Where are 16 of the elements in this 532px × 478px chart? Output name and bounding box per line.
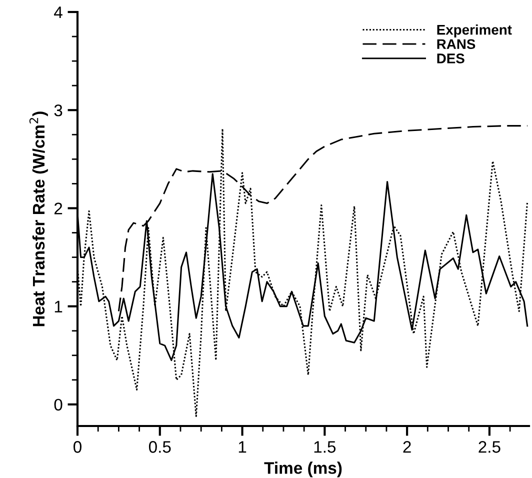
x-tick-label: 2	[403, 441, 411, 453]
y-tick-label: 3	[54, 104, 62, 116]
y-tick-label: 2	[54, 202, 62, 214]
x-tick-label: 1	[238, 441, 246, 453]
x-tick-label: 0.5	[148, 441, 171, 453]
x-axis-title: Time (ms)	[264, 462, 342, 478]
legend-label: Experiment	[437, 24, 512, 38]
legend-label: RANS	[437, 39, 476, 50]
y-tick-label: 0	[54, 398, 62, 411]
x-tick-label: 1.5	[314, 441, 336, 453]
y-axis-title: Heat Transfer Rate (W/cm$^{2}$)	[29, 112, 48, 326]
x-tick-label: 0	[74, 441, 82, 453]
legend-label: DES	[437, 54, 464, 64]
y-tick-label: 1	[54, 300, 62, 312]
y-tick-label: 4	[54, 6, 62, 18]
x-tick-label: 2.5	[478, 441, 500, 453]
